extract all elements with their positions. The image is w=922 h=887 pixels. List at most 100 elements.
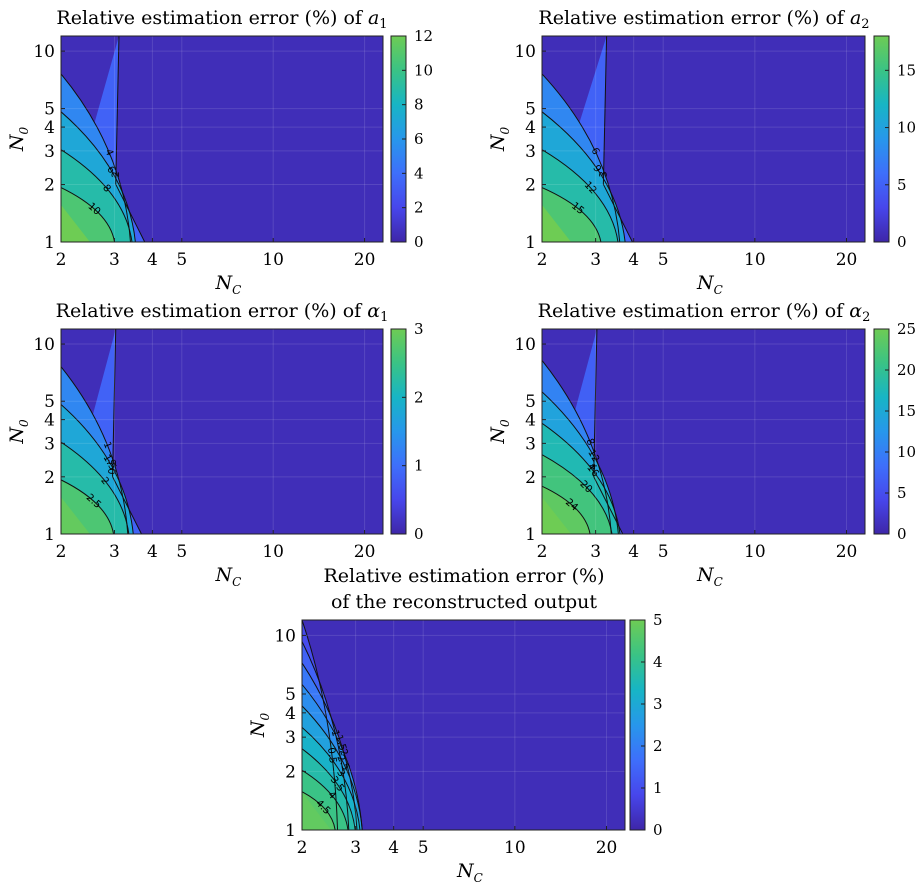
contour-label: 6 — [589, 146, 602, 157]
contour-label: 0.5 — [325, 747, 338, 764]
chart-title: Relative estimation error (%) — [323, 565, 604, 587]
y-tick-label: 1 — [44, 525, 55, 545]
contour-line — [302, 662, 358, 830]
contour-line — [302, 641, 350, 830]
colorbar — [390, 328, 407, 535]
y-tick-label: 10 — [514, 335, 536, 355]
plot-frame — [541, 35, 866, 243]
x-tick-label: 3 — [350, 838, 361, 858]
colorbar-tick-label: 0 — [897, 525, 907, 543]
contour-label: 3 — [599, 171, 610, 178]
colorbar-tick-label: 2 — [653, 737, 663, 755]
y-tick-label: 3 — [525, 142, 536, 162]
contour-label: 9 — [590, 163, 603, 174]
x-tick-label: 2 — [297, 838, 308, 858]
y-tick-label: 10 — [33, 42, 55, 62]
contour-line — [61, 479, 115, 534]
contour-label: 2 — [111, 171, 122, 178]
y-tick-label: 3 — [44, 434, 55, 454]
contour-line — [302, 705, 363, 830]
plot-frame — [60, 35, 384, 243]
y-tick-label: 2 — [44, 468, 55, 488]
contour-band — [61, 204, 90, 242]
contour-line — [542, 391, 619, 534]
chart-title: Relative estimation error (%) of a1 — [56, 7, 387, 32]
y-tick-label: 3 — [525, 434, 536, 454]
contour-line — [61, 441, 130, 534]
contour-line — [542, 485, 591, 534]
colorbar-tick-label: 1 — [414, 457, 424, 475]
y-axis-label: N0 — [6, 419, 31, 445]
y-axis-label: N0 — [487, 127, 512, 153]
colorbar — [873, 328, 890, 535]
contour-line — [302, 726, 361, 830]
chart-title: Relative estimation error (%) of α2 — [538, 300, 871, 325]
panel-5: 0.511.522.533.544.52 3 4 5 10 201234510NCN0Re… — [247, 565, 663, 885]
colorbar-tick-label: 0 — [414, 525, 424, 543]
y-tick-label: 2 — [525, 176, 536, 196]
contour-label: 6 — [104, 164, 117, 175]
chart-title: Relative estimation error (%) of a2 — [538, 7, 869, 32]
x-tick-label: 10 — [504, 838, 526, 858]
y-tick-label: 10 — [33, 335, 55, 355]
y-tick-label: 3 — [285, 728, 296, 748]
y-tick-label: 1 — [525, 525, 536, 545]
x-tick-label: 2 — [537, 250, 548, 270]
contour-line — [61, 404, 134, 534]
contour-line — [593, 329, 624, 534]
contour-plot-area: 0.511.522.533.544.5 — [302, 620, 625, 830]
y-tick-label: 5 — [285, 685, 296, 705]
x-tick-label: 5 — [658, 542, 669, 562]
contour-label: 2 — [98, 475, 111, 487]
colorbar-tick-label: 0 — [653, 821, 663, 839]
y-tick-label: 1 — [44, 233, 55, 253]
contour-band — [542, 204, 572, 242]
contour-line — [542, 149, 619, 242]
colorbar-tick-label: 4 — [653, 653, 663, 671]
x-tick-label: 5 — [176, 542, 187, 562]
y-tick-label: 5 — [44, 100, 55, 120]
y-tick-label: 4 — [44, 118, 55, 138]
colorbar-tick-label: 2 — [414, 199, 424, 217]
colorbar-tick-label: 10 — [897, 119, 916, 137]
contour-line — [542, 111, 626, 242]
contour-line — [302, 769, 349, 830]
plot-frame — [60, 328, 384, 535]
contour-line — [61, 187, 116, 242]
x-tick-label: 5 — [418, 838, 429, 858]
x-tick-label: 20 — [354, 542, 376, 562]
colorbar-tick-label: 3 — [653, 695, 663, 713]
x-tick-label: 4 — [388, 838, 399, 858]
plot-frame — [541, 328, 866, 535]
y-tick-label: 5 — [525, 392, 536, 412]
x-tick-label: 5 — [176, 250, 187, 270]
y-axis-label: N0 — [6, 127, 31, 153]
y-tick-label: 1 — [525, 233, 536, 253]
x-tick-label: 3 — [109, 250, 120, 270]
contour-label: 2 — [337, 748, 350, 758]
contour-band — [542, 497, 572, 534]
x-tick-label: 2 — [56, 250, 67, 270]
x-tick-label: 10 — [262, 250, 284, 270]
x-axis-label: NC — [215, 564, 242, 589]
y-tick-label: 4 — [525, 411, 536, 431]
y-tick-label: 5 — [525, 100, 536, 120]
colorbar-tick-label: 5 — [897, 484, 907, 502]
colorbar-tick-label: 3 — [414, 320, 424, 338]
x-axis-label: NC — [696, 564, 723, 589]
chart-title: Relative estimation error (%) of α1 — [56, 300, 389, 325]
colorbar-tick-label: 5 — [897, 176, 907, 194]
colorbar — [873, 35, 890, 243]
x-axis-label: NC — [215, 272, 242, 297]
colorbar-tick-label: 15 — [897, 402, 916, 420]
x-tick-label: 5 — [658, 250, 669, 270]
x-tick-label: 20 — [836, 250, 858, 270]
y-tick-label: 4 — [44, 411, 55, 431]
colorbar-tick-label: 1 — [653, 779, 663, 797]
